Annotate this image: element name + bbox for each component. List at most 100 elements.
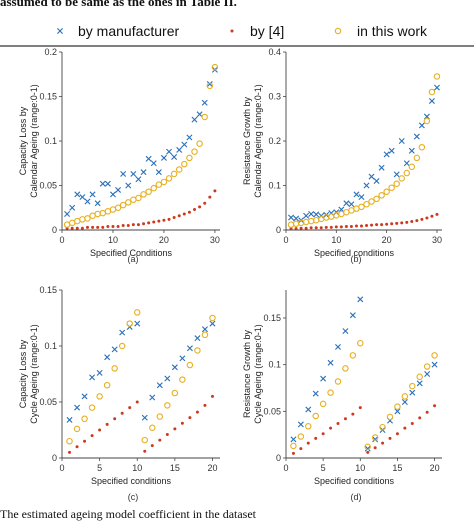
data-point	[75, 226, 79, 230]
data-point	[186, 345, 193, 352]
y-tick-label: 0.2	[44, 47, 57, 57]
data-point	[302, 218, 310, 226]
data-point	[160, 178, 168, 186]
data-point	[428, 97, 435, 104]
data-point	[135, 400, 139, 404]
panel-caption: (b)	[351, 254, 362, 264]
data-point	[388, 147, 395, 154]
data-point	[375, 223, 379, 227]
data-point	[172, 216, 176, 220]
data-point	[290, 436, 297, 443]
y-axis-label-line: Calendar Ageing (range:0-1)	[253, 84, 263, 198]
data-point	[403, 160, 410, 167]
data-point	[413, 133, 420, 140]
data-point	[150, 160, 157, 167]
data-point	[173, 427, 177, 431]
data-point	[334, 378, 342, 385]
data-point	[75, 445, 79, 449]
data-point	[74, 191, 81, 198]
data-point	[130, 170, 137, 177]
data-point	[320, 375, 327, 382]
data-point	[309, 226, 313, 230]
data-point	[321, 432, 325, 436]
data-point	[292, 220, 300, 228]
data-point	[99, 180, 106, 187]
data-point	[349, 224, 353, 228]
data-point	[81, 393, 88, 400]
series-0	[290, 296, 438, 452]
data-point	[126, 224, 130, 228]
data-point	[126, 320, 133, 327]
data-point	[293, 215, 300, 222]
x-axis-label: Specified conditions	[314, 248, 395, 258]
data-point	[342, 365, 349, 372]
data-point	[142, 222, 146, 226]
data-point	[188, 416, 192, 420]
data-point	[401, 399, 408, 405]
data-point	[385, 222, 389, 226]
data-point	[155, 181, 163, 188]
data-point	[329, 426, 333, 430]
x-tick-label: 0	[59, 235, 64, 245]
data-point	[405, 220, 409, 224]
data-point	[158, 438, 162, 442]
data-point	[164, 375, 171, 382]
data-point	[83, 439, 87, 443]
panel-c: 0 5 10 15 20 0 0.05 0.1 0.15 Specified conditions…	[18, 285, 220, 502]
data-point	[111, 365, 118, 372]
data-point	[120, 170, 127, 177]
data-point	[194, 347, 201, 354]
data-point	[410, 220, 414, 224]
data-point	[371, 434, 379, 441]
data-point	[297, 421, 304, 428]
y-tick-label: 0.15	[39, 285, 57, 295]
data-point	[312, 412, 319, 420]
data-point	[89, 374, 96, 381]
data-point	[348, 201, 355, 208]
data-point	[160, 154, 167, 161]
y-tick-label: 0.1	[44, 341, 57, 351]
data-point	[96, 393, 103, 400]
y-axis-label-line: Capacity Loss by	[18, 106, 28, 175]
data-point	[195, 410, 199, 414]
y-axis-label-line: Capacity Loss by	[18, 339, 28, 408]
data-point	[388, 184, 395, 191]
data-point	[307, 217, 315, 225]
panel-b: 0 10 20 30 0 0.1 0.2 0.3 0.4 Specified conditions…	[242, 47, 442, 264]
x-tick-label: 20	[159, 235, 169, 245]
y-tick-label: 0.1	[44, 136, 57, 146]
footer-text: The estimated ageing model coefficient i…	[0, 507, 257, 521]
data-point	[368, 198, 375, 205]
data-point	[140, 191, 147, 198]
y-tick-label: 0	[52, 453, 57, 463]
data-point	[364, 443, 371, 451]
data-point	[314, 226, 318, 230]
data-point	[423, 117, 431, 125]
y-axis-label-line: Resistance Growth by	[242, 96, 252, 185]
data-point	[395, 432, 399, 436]
data-point	[196, 140, 203, 147]
data-point	[400, 221, 404, 225]
y-tick-label: 0.1	[268, 360, 281, 370]
data-point	[401, 393, 409, 400]
data-point	[339, 225, 343, 229]
data-point	[113, 417, 117, 421]
data-point	[373, 446, 377, 450]
data-point	[373, 178, 380, 185]
series-2	[287, 73, 441, 228]
data-point	[409, 389, 416, 396]
data-point	[125, 199, 132, 206]
data-point	[152, 220, 156, 224]
data-point	[166, 148, 173, 155]
data-point	[343, 417, 347, 421]
data-point	[182, 212, 186, 216]
data-point	[167, 217, 171, 221]
data-point	[297, 433, 305, 440]
data-point	[370, 223, 374, 227]
data-point	[323, 214, 330, 221]
data-point	[119, 201, 127, 209]
data-point	[334, 225, 338, 229]
data-point	[69, 204, 76, 211]
data-point	[81, 415, 88, 423]
